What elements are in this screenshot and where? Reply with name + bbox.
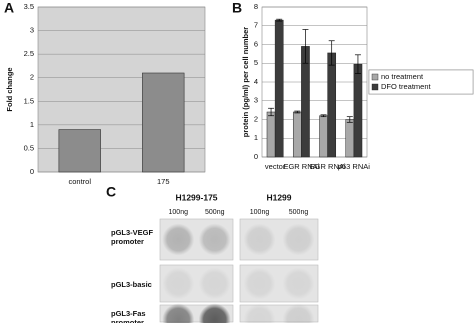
legend-box bbox=[368, 69, 474, 95]
panel-label: A bbox=[4, 0, 14, 16]
blot-spot bbox=[243, 223, 276, 256]
panel-label: B bbox=[232, 0, 242, 16]
column-header: H1299 bbox=[266, 192, 291, 202]
bar bbox=[345, 119, 355, 158]
blot-spot bbox=[243, 267, 276, 300]
legend-label: DFO treatment bbox=[381, 82, 432, 91]
x-tick-label: 175 bbox=[157, 177, 170, 186]
y-tick-label: 6 bbox=[254, 39, 258, 48]
y-tick-label: 3.5 bbox=[24, 2, 34, 11]
y-tick-label: 3 bbox=[30, 26, 34, 35]
blot-spot bbox=[198, 267, 231, 300]
dose-label: 500ng bbox=[205, 209, 225, 216]
legend-label: no treatment bbox=[381, 72, 424, 81]
blot-spot bbox=[282, 303, 315, 323]
y-tick-label: 1 bbox=[254, 133, 258, 142]
blot-spot bbox=[162, 267, 195, 300]
x-tick-label: vector bbox=[265, 162, 286, 171]
bar bbox=[142, 72, 185, 173]
dose-label: 100ng bbox=[169, 209, 189, 216]
legend-swatch bbox=[371, 73, 379, 81]
blot-spot bbox=[282, 267, 315, 300]
y-axis-label: Fold change bbox=[5, 67, 14, 111]
y-tick-label: 2.5 bbox=[24, 49, 34, 58]
y-tick-label: 0 bbox=[254, 152, 258, 161]
bar bbox=[327, 52, 337, 158]
y-tick-label: 5 bbox=[254, 58, 258, 67]
bar bbox=[319, 115, 328, 158]
bar bbox=[353, 63, 363, 158]
x-tick-label: EGR RNAi bbox=[283, 162, 319, 171]
row-label: pGL3-VEGF promoter bbox=[111, 228, 154, 246]
y-tick-label: 2 bbox=[254, 114, 258, 123]
row-label: pGL3-Fas promoter bbox=[111, 309, 146, 323]
y-tick-label: 2 bbox=[30, 73, 34, 82]
column-header: H1299-175 bbox=[175, 192, 217, 202]
dose-label: 100ng bbox=[250, 209, 270, 216]
bar bbox=[266, 111, 276, 158]
panel-label: C bbox=[106, 184, 116, 200]
y-tick-label: 7 bbox=[254, 21, 258, 30]
x-tick-label: EGR RNAi bbox=[310, 162, 346, 171]
y-tick-label: 1.5 bbox=[24, 96, 34, 105]
blot-spot bbox=[243, 303, 276, 323]
x-tick-label: control bbox=[68, 177, 91, 186]
bar bbox=[292, 111, 302, 158]
y-tick-label: 3 bbox=[254, 96, 258, 105]
bar bbox=[274, 19, 284, 158]
y-tick-label: 4 bbox=[254, 77, 258, 86]
blot-spot bbox=[162, 223, 195, 256]
y-tick-label: 8 bbox=[254, 2, 258, 11]
blot-spot bbox=[282, 223, 315, 256]
dose-label: 500ng bbox=[289, 209, 309, 216]
blot-spot bbox=[162, 303, 195, 323]
y-tick-label: 0 bbox=[30, 167, 34, 176]
bar bbox=[58, 129, 101, 173]
legend-swatch bbox=[371, 83, 379, 91]
x-tick-label: p53 RNAi bbox=[338, 162, 370, 171]
row-label: pGL3-basic bbox=[111, 280, 152, 289]
y-tick-label: 0.5 bbox=[24, 143, 34, 152]
blot-spot bbox=[198, 223, 231, 256]
y-axis-label: protein (pg/ml) per cell number bbox=[241, 27, 250, 138]
blot-spot bbox=[198, 303, 231, 323]
y-tick-label: 1 bbox=[30, 120, 34, 129]
